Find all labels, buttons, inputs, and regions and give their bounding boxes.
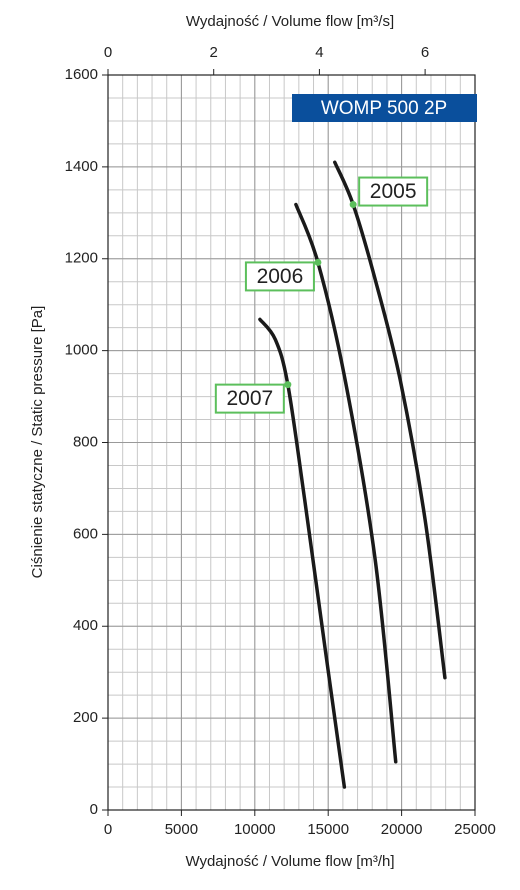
title-badge [292, 94, 477, 122]
x2-tick-label: 0 [104, 44, 112, 61]
series-label-box [214, 383, 285, 414]
series-label: 2007 [226, 387, 273, 410]
plot-frame [107, 74, 476, 811]
x-tick-label: 20000 [381, 821, 423, 838]
marker [349, 201, 357, 209]
y-tick-label: 200 [73, 709, 98, 726]
x-tick-label: 15000 [307, 821, 349, 838]
x-tick-label: 10000 [234, 821, 276, 838]
y-axis-title: Ciśnienie statyczne / Static pressure [P… [29, 306, 46, 579]
chart-title: WOMP 500 2P [321, 98, 447, 119]
y-tick-label: 1600 [65, 66, 98, 83]
series-label-box [244, 261, 315, 292]
x2-tick-label: 4 [315, 44, 323, 61]
y-tick-label: 1200 [65, 250, 98, 267]
x2-axis-title: Wydajność / Volume flow [m³/s] [186, 13, 394, 30]
x-axis-title: Wydajność / Volume flow [m³/h] [185, 853, 394, 870]
x-tick-label: 5000 [165, 821, 198, 838]
x2-tick-label: 2 [210, 44, 218, 61]
x2-tick-label: 6 [421, 44, 429, 61]
x-tick-label: 25000 [454, 821, 496, 838]
curve [258, 317, 347, 789]
series-label: 2006 [257, 265, 304, 288]
y-tick-label: 0 [90, 801, 98, 818]
marker [314, 258, 322, 266]
y-tick-label: 400 [73, 617, 98, 634]
y-tick-label: 1000 [65, 342, 98, 359]
y-tick-label: 1400 [65, 158, 98, 175]
series-label: 2005 [370, 180, 417, 203]
marker [284, 381, 292, 389]
y-tick-label: 800 [73, 433, 98, 450]
series-label-box [358, 176, 429, 207]
y-tick-label: 600 [73, 525, 98, 542]
x-tick-label: 0 [104, 821, 112, 838]
